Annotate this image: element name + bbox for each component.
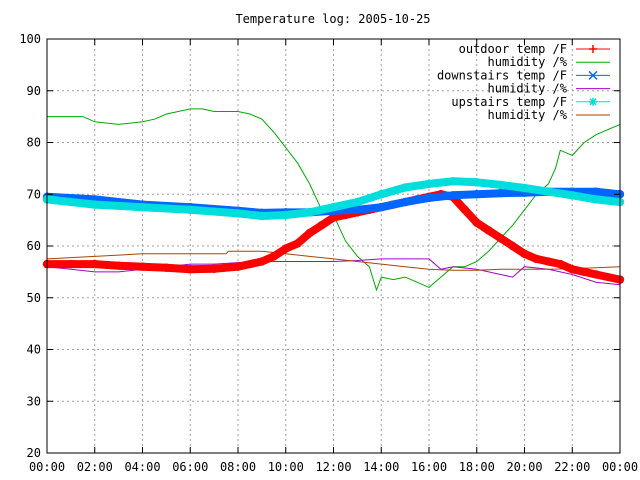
grid (47, 39, 620, 453)
series-4 (42, 177, 625, 221)
data-point (579, 267, 589, 277)
data-point (269, 252, 279, 261)
x-tick-label: 16:00 (411, 460, 447, 474)
data-point (496, 180, 505, 190)
data-point (114, 261, 123, 270)
data-point (233, 262, 243, 271)
y-tick-label: 50 (27, 291, 41, 305)
x-axis: 00:00 02:00 04:00 06:00 08:00 10:00 12:00 14:00… (29, 39, 638, 474)
data-point (532, 254, 541, 264)
data-point (138, 262, 147, 271)
data-point (472, 190, 481, 199)
series-1 (47, 108, 621, 292)
y-tick-label: 90 (27, 84, 41, 98)
data-point (472, 218, 481, 227)
data-point (353, 205, 362, 214)
data-point (233, 209, 243, 218)
data-point (257, 211, 267, 221)
data-point (496, 234, 505, 243)
x-tick-label: 00:00 (602, 460, 638, 474)
data-point (472, 178, 481, 187)
series-line (46, 250, 621, 271)
data-point (520, 183, 529, 193)
series-layer (42, 108, 625, 292)
data-point (424, 193, 434, 203)
data-point (138, 202, 147, 212)
x-tick-label: 00:00 (29, 460, 65, 474)
y-tick-label: 20 (27, 446, 41, 460)
data-point (317, 221, 326, 230)
y-tick-label: 40 (27, 343, 41, 357)
x-tick-label: 20:00 (506, 460, 542, 474)
x-tick-label: 04:00 (124, 460, 160, 474)
data-point (508, 241, 517, 251)
legend-label: outdoor temp /F (459, 42, 567, 56)
x-tick-label: 06:00 (172, 460, 208, 474)
data-point (186, 205, 195, 214)
data-point (448, 191, 458, 200)
data-point (377, 202, 386, 212)
data-point (329, 202, 338, 212)
data-point (591, 270, 601, 279)
y-tick-label: 100 (19, 32, 41, 46)
data-point (520, 249, 529, 258)
data-point (484, 226, 493, 235)
series-5 (46, 250, 621, 271)
legend-label: humidity /% (488, 108, 568, 122)
y-tick-label: 70 (27, 187, 41, 201)
chart-title: Temperature log: 2005-10-25 (235, 12, 430, 26)
x-tick-label: 08:00 (220, 460, 256, 474)
legend-label: downstairs temp /F (437, 68, 567, 82)
data-point (90, 200, 99, 209)
data-point (186, 265, 195, 274)
data-point (400, 183, 410, 192)
data-point (544, 187, 553, 196)
series-line (47, 108, 621, 292)
y-tick-label: 30 (27, 394, 41, 408)
legend-label: upstairs temp /F (451, 95, 567, 109)
data-point (257, 257, 267, 266)
data-point (293, 239, 302, 248)
data-point (90, 259, 99, 269)
data-point (305, 208, 314, 217)
x-tick-label: 14:00 (363, 460, 399, 474)
data-point (377, 190, 386, 199)
x-tick-label: 18:00 (459, 460, 495, 474)
data-point (556, 259, 565, 269)
data-point (281, 244, 290, 253)
data-point (353, 197, 362, 207)
legend-label: humidity /% (488, 55, 568, 69)
y-tick-label: 80 (27, 136, 41, 150)
data-point (66, 259, 76, 269)
data-point (568, 191, 577, 200)
x-tick-label: 02:00 (77, 460, 113, 474)
legend-marker (589, 98, 597, 106)
data-point (568, 265, 577, 274)
y-tick-label: 60 (27, 239, 41, 253)
data-point (281, 210, 290, 220)
y-axis: 20 30 40 50 60 70 80 90 100 (19, 32, 620, 460)
x-tick-label: 12:00 (315, 460, 351, 474)
data-point (400, 197, 410, 207)
data-point (162, 263, 171, 272)
data-point (424, 179, 434, 189)
legend-label: humidity /% (488, 82, 568, 96)
data-point (209, 264, 219, 273)
x-tick-label: 10:00 (268, 460, 304, 474)
data-point (448, 177, 458, 186)
data-point (591, 195, 601, 204)
legend-marker (588, 70, 598, 80)
data-point (305, 228, 314, 238)
data-point (496, 189, 505, 198)
x-tick-label: 22:00 (554, 460, 590, 474)
data-point (460, 205, 470, 214)
data-point (329, 213, 338, 222)
data-point (591, 187, 601, 196)
data-point (544, 257, 553, 266)
